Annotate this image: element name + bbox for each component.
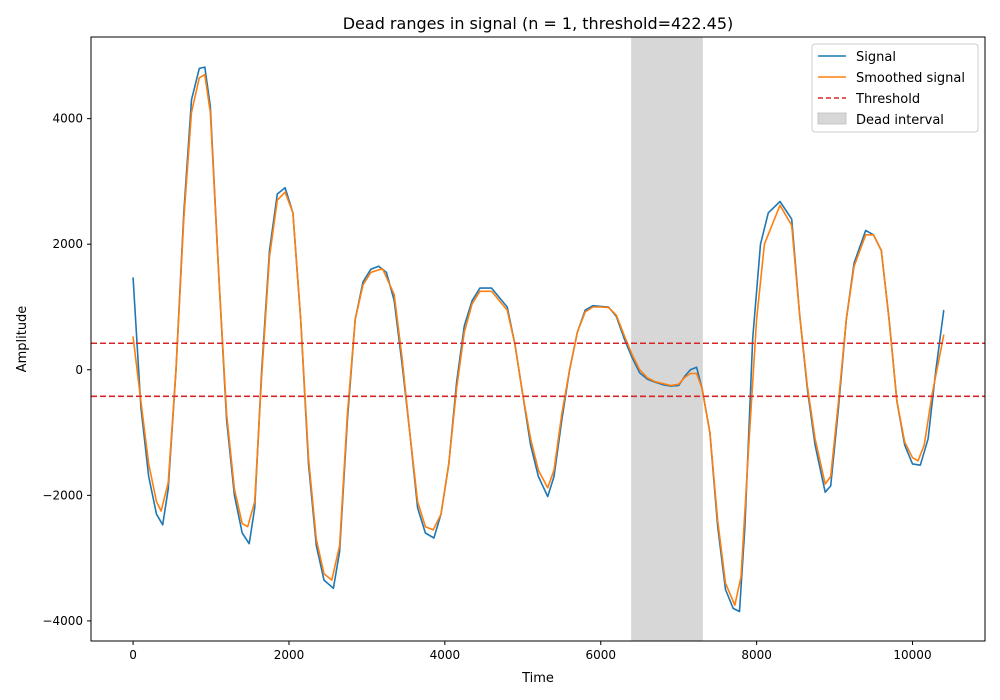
y-tick-label: −4000 bbox=[42, 614, 83, 628]
x-axis-label: Time bbox=[521, 671, 554, 686]
threshold-layer bbox=[91, 342, 985, 398]
legend-label-smoothed: Smoothed signal bbox=[856, 71, 965, 86]
x-tick-label: 10000 bbox=[893, 648, 931, 662]
legend-frame bbox=[811, 43, 979, 133]
x-tick-label: 8000 bbox=[741, 648, 772, 662]
chart-title: Dead ranges in signal (n = 1, threshold=… bbox=[343, 14, 734, 33]
dead-interval-layer bbox=[631, 37, 703, 641]
x-tick-label: 6000 bbox=[585, 648, 616, 662]
x-tick-label: 2000 bbox=[274, 648, 305, 662]
y-tick-label: 4000 bbox=[52, 112, 83, 126]
legend: Signal Smoothed signal Threshold Dead in… bbox=[811, 43, 979, 133]
legend-label-signal: Signal bbox=[856, 50, 896, 65]
plot-area-frame bbox=[90, 36, 986, 642]
y-tick-label: 0 bbox=[75, 363, 83, 377]
y-axis-ticks: −4000 −2000 0 2000 4000 bbox=[42, 112, 91, 628]
legend-swatch-dead-interval bbox=[817, 112, 847, 125]
y-axis-label: Amplitude bbox=[15, 306, 30, 373]
y-tick-label: −2000 bbox=[42, 488, 83, 502]
x-tick-label: 0 bbox=[129, 648, 137, 662]
x-tick-label: 4000 bbox=[430, 648, 461, 662]
x-axis-ticks: 0 2000 4000 6000 8000 10000 bbox=[129, 641, 932, 662]
legend-label-threshold: Threshold bbox=[855, 92, 920, 107]
legend-label-dead-interval: Dead interval bbox=[856, 113, 944, 128]
y-tick-label: 2000 bbox=[52, 237, 83, 251]
series-layer bbox=[132, 66, 945, 613]
dead-interval-band bbox=[631, 37, 703, 641]
series-line-smoothed-signal bbox=[132, 73, 945, 607]
